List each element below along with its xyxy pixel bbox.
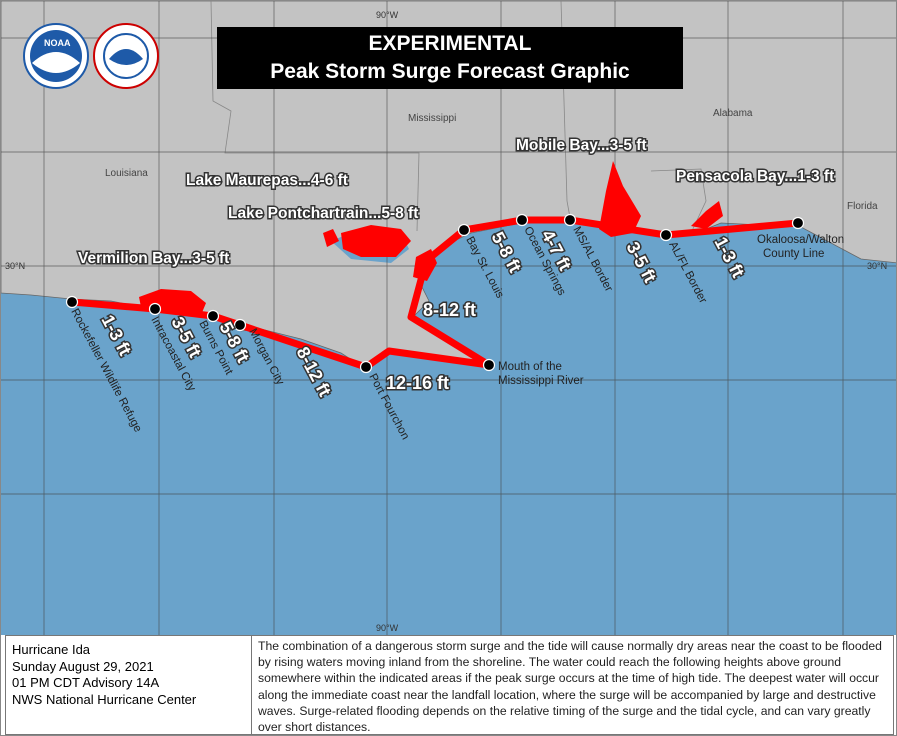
- title-banner: EXPERIMENTAL Peak Storm Surge Forecast G…: [217, 27, 683, 89]
- state-label-louisiana: Louisiana: [105, 168, 148, 179]
- location-label: Mouth of the: [498, 361, 562, 373]
- breakpoints: [65, 213, 805, 374]
- title-line-2: Peak Storm Surge Forecast Graphic: [270, 60, 630, 83]
- noaa-logo: NOAA: [23, 23, 89, 89]
- inundation-areas: [139, 161, 723, 315]
- issuing-office: NWS National Hurricane Center: [12, 691, 197, 707]
- advisory-info: Hurricane Ida Sunday August 29, 2021 01 …: [6, 636, 252, 734]
- info-panel: Hurricane Ida Sunday August 29, 2021 01 …: [5, 635, 894, 735]
- title-line-1: EXPERIMENTAL: [368, 32, 532, 55]
- storm-name: Hurricane Ida: [12, 642, 91, 657]
- location-label: Okaloosa/Walton: [757, 234, 844, 246]
- lon-label-bottom: 90°W: [376, 623, 399, 633]
- state-label-mississippi: Mississippi: [408, 113, 456, 124]
- bay-label-vermilion: Vermilion Bay...3-5 ft: [78, 250, 229, 267]
- location-label: Mississippi River: [498, 375, 584, 387]
- state-label-florida: Florida: [847, 201, 878, 212]
- map: 90°W 90°W 30°N 30°N Louisiana Mississipp…: [1, 1, 896, 635]
- state-label-alabama: Alabama: [713, 108, 753, 119]
- bay-label-pontchartrain: Lake Pontchartrain...5-8 ft: [228, 205, 418, 222]
- segment-label: 8-12 ft: [423, 300, 476, 320]
- lat-label-right: 30°N: [867, 261, 887, 271]
- segment-label: 12-16 ft: [386, 373, 449, 393]
- noaa-logo-text: NOAA: [44, 38, 71, 48]
- bay-label-maurepas: Lake Maurepas...4-6 ft: [186, 172, 348, 189]
- bay-label-pensacola: Pensacola Bay...1-3 ft: [676, 168, 834, 185]
- advisory-date: Sunday August 29, 2021: [12, 658, 154, 674]
- nws-logo: [93, 23, 159, 89]
- advisory-number: 01 PM CDT Advisory 14A: [12, 675, 160, 690]
- bay-label-mobile: Mobile Bay...3-5 ft: [516, 137, 647, 154]
- lon-label-top: 90°W: [376, 10, 399, 20]
- lat-label-left: 30°N: [5, 261, 25, 271]
- description-text: The combination of a dangerous storm sur…: [258, 639, 882, 735]
- location-label: County Line: [763, 248, 824, 260]
